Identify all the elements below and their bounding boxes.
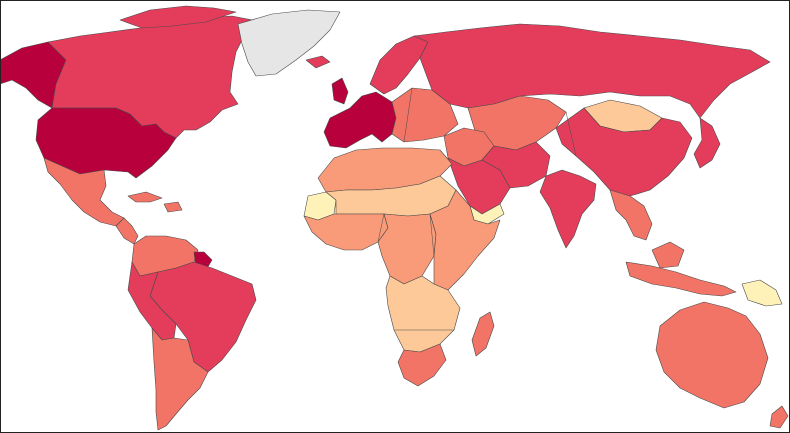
region-peru-bolivia[interactable] <box>127 261 177 341</box>
region-papua[interactable] <box>741 279 783 307</box>
region-usa[interactable] <box>35 107 177 179</box>
region-central-america[interactable] <box>115 217 139 245</box>
region-uk[interactable] <box>331 77 349 105</box>
region-indonesia[interactable] <box>625 261 737 297</box>
region-east-africa[interactable] <box>429 189 501 291</box>
region-madagascar[interactable] <box>471 311 495 357</box>
region-borneo[interactable] <box>651 241 685 269</box>
region-australia[interactable] <box>655 301 769 409</box>
region-western-europe[interactable] <box>323 91 397 149</box>
region-india[interactable] <box>539 169 597 249</box>
region-greenland[interactable] <box>237 9 341 77</box>
region-south-africa[interactable] <box>397 343 447 387</box>
region-southeast-asia[interactable] <box>609 189 653 241</box>
region-japan[interactable] <box>693 117 721 169</box>
region-new-zealand[interactable] <box>769 405 789 429</box>
region-southern-africa[interactable] <box>385 275 461 353</box>
region-arabia[interactable] <box>447 157 511 215</box>
region-canada-arctic-islands[interactable] <box>119 5 237 29</box>
region-china[interactable] <box>555 107 693 197</box>
region-argentina-chile[interactable] <box>151 327 209 431</box>
border-lines <box>115 83 577 331</box>
region-iceland[interactable] <box>305 55 331 69</box>
region-hispaniola[interactable] <box>163 201 183 213</box>
region-cuba[interactable] <box>127 191 163 203</box>
region-iran-afghan[interactable] <box>481 141 551 189</box>
